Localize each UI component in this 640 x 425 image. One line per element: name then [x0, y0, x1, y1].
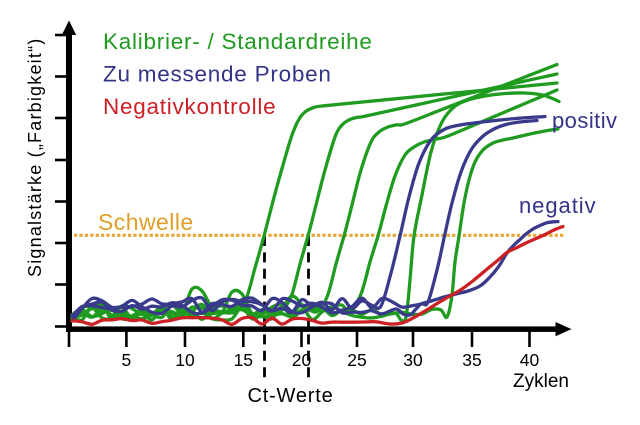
svg-text:20: 20 — [292, 350, 312, 370]
svg-text:positiv: positiv — [552, 108, 618, 133]
svg-text:40: 40 — [520, 350, 540, 370]
svg-text:10: 10 — [175, 350, 195, 370]
svg-text:Schwelle: Schwelle — [98, 209, 194, 235]
svg-text:Zu messende Proben: Zu messende Proben — [103, 62, 332, 87]
svg-text:15: 15 — [234, 350, 253, 370]
svg-text:5: 5 — [122, 350, 132, 370]
svg-text:25: 25 — [347, 350, 366, 370]
svg-text:30: 30 — [403, 350, 423, 370]
svg-text:35: 35 — [462, 350, 481, 370]
svg-text:Ct-Werte: Ct-Werte — [247, 385, 333, 407]
svg-text:Kalibrier- / Standardreihe: Kalibrier- / Standardreihe — [103, 29, 373, 54]
svg-text:Signalstärke („Farbigkeit“): Signalstärke („Farbigkeit“) — [25, 38, 45, 277]
svg-text:Zyklen: Zyklen — [513, 371, 569, 392]
svg-text:Negativkontrolle: Negativkontrolle — [103, 94, 276, 119]
svg-text:negativ: negativ — [519, 193, 597, 218]
